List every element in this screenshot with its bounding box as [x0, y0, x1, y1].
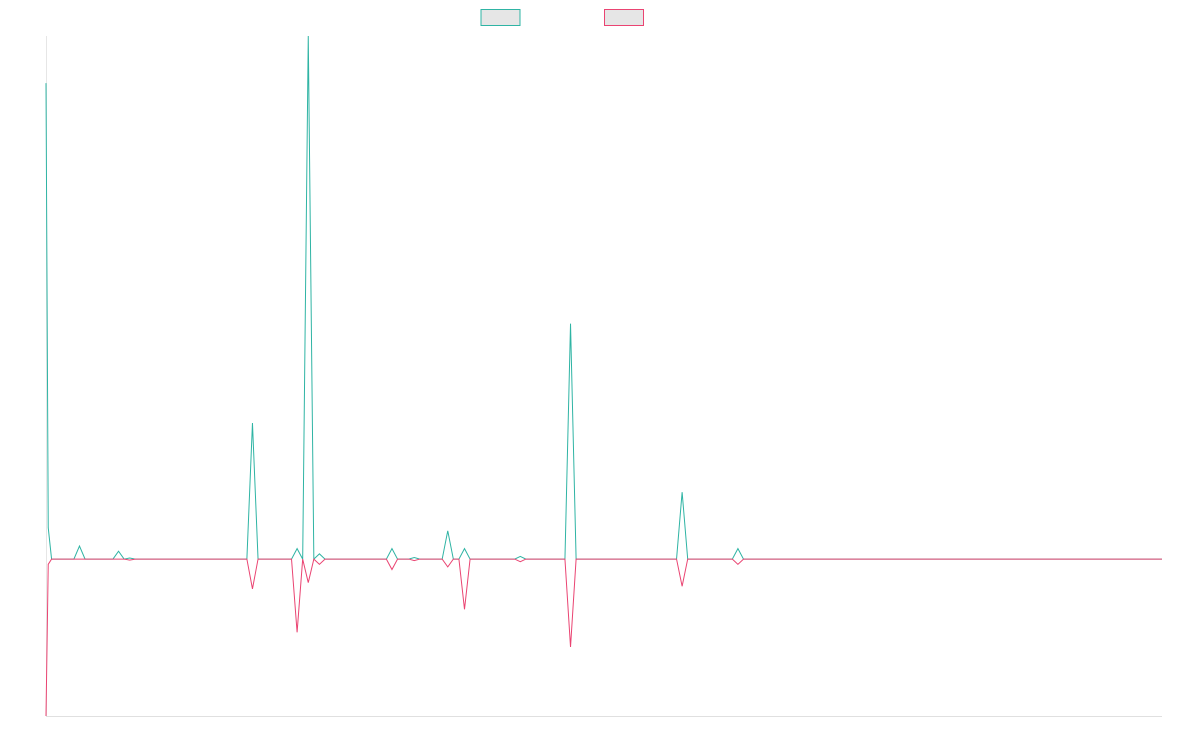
- series-line: [45, 558, 1162, 717]
- series-line: [45, 35, 1162, 561]
- legend-swatch[interactable]: [604, 9, 644, 26]
- legend-swatch[interactable]: [480, 9, 521, 26]
